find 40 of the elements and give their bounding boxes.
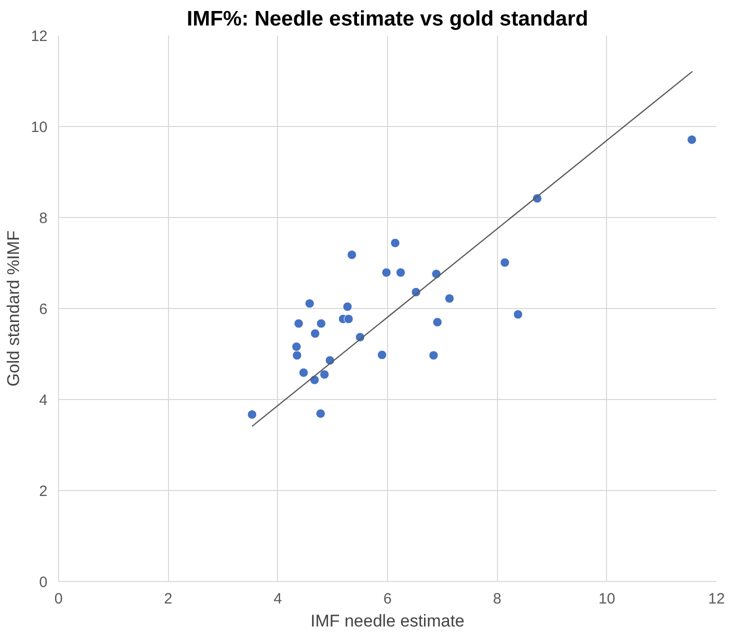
point xyxy=(687,134,697,144)
point xyxy=(500,258,510,268)
chart-title: IMF%: Needle estimate vs gold standard xyxy=(186,8,588,30)
point xyxy=(342,302,352,312)
point xyxy=(304,298,314,308)
x-tick-label: 10 xyxy=(598,590,616,608)
point xyxy=(396,268,406,278)
point xyxy=(292,350,302,360)
y-tick-label: 0 xyxy=(39,574,48,591)
x-axis-title: IMF needle estimate xyxy=(310,612,465,630)
point xyxy=(298,368,308,378)
point xyxy=(428,350,438,360)
point xyxy=(377,350,387,360)
x-tick-label: 6 xyxy=(383,590,392,608)
y-axis-title: Gold standard %IMF xyxy=(4,230,23,386)
point xyxy=(513,310,523,320)
x-tick-label: 12 xyxy=(708,590,725,608)
point xyxy=(390,238,400,248)
point xyxy=(382,268,392,278)
point xyxy=(344,314,354,324)
y-tick-label: 10 xyxy=(30,119,48,136)
x-tick-label: 4 xyxy=(274,590,282,608)
y-tick-label: 12 xyxy=(30,28,48,45)
y-tick-label: 6 xyxy=(39,301,48,318)
point xyxy=(320,370,330,380)
x-tick-label: 0 xyxy=(54,590,63,608)
point xyxy=(292,342,302,352)
y-tick-label: 4 xyxy=(39,392,48,409)
x-tick-label: 2 xyxy=(164,590,172,608)
point xyxy=(310,328,320,338)
x-tick-label: 8 xyxy=(492,590,502,608)
point xyxy=(316,318,326,328)
point xyxy=(247,410,257,420)
point xyxy=(444,294,454,304)
point xyxy=(347,250,357,260)
point xyxy=(294,318,304,328)
point xyxy=(316,408,326,418)
point xyxy=(432,317,442,327)
y-tick-label: 8 xyxy=(39,210,48,227)
y-tick-label: 2 xyxy=(39,483,48,500)
